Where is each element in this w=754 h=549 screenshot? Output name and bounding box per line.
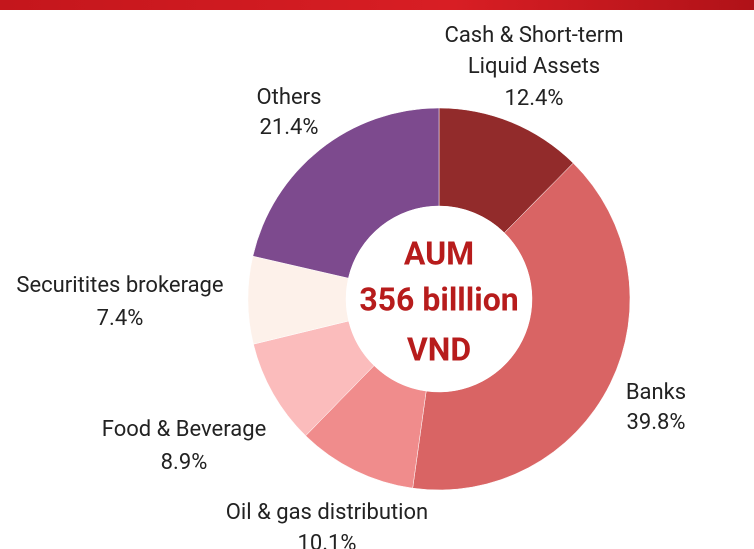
donut-hole — [346, 206, 532, 392]
top-bar — [0, 0, 754, 10]
slice-label: Securitites brokerage — [16, 273, 224, 298]
slice-value: 39.8% — [626, 410, 686, 435]
slice-value: 8.9% — [160, 450, 208, 475]
slice-label: Others — [256, 85, 322, 110]
slice-value: 7.4% — [96, 306, 144, 331]
center-label: VND — [407, 330, 471, 368]
center-label: 356 billlion — [359, 280, 518, 318]
slice-label: Oil & gas distribution — [225, 500, 429, 525]
slice-label: Cash & Short-term Liquid Assets — [444, 23, 624, 79]
slice-value: 10.1% — [297, 531, 357, 549]
slice-label: Banks — [625, 380, 687, 405]
slice-value: 21.4% — [259, 115, 319, 140]
slice-label: Food & Beverage — [101, 417, 267, 442]
slice-value: 12.4% — [504, 86, 564, 111]
center-label: AUM — [404, 234, 474, 272]
